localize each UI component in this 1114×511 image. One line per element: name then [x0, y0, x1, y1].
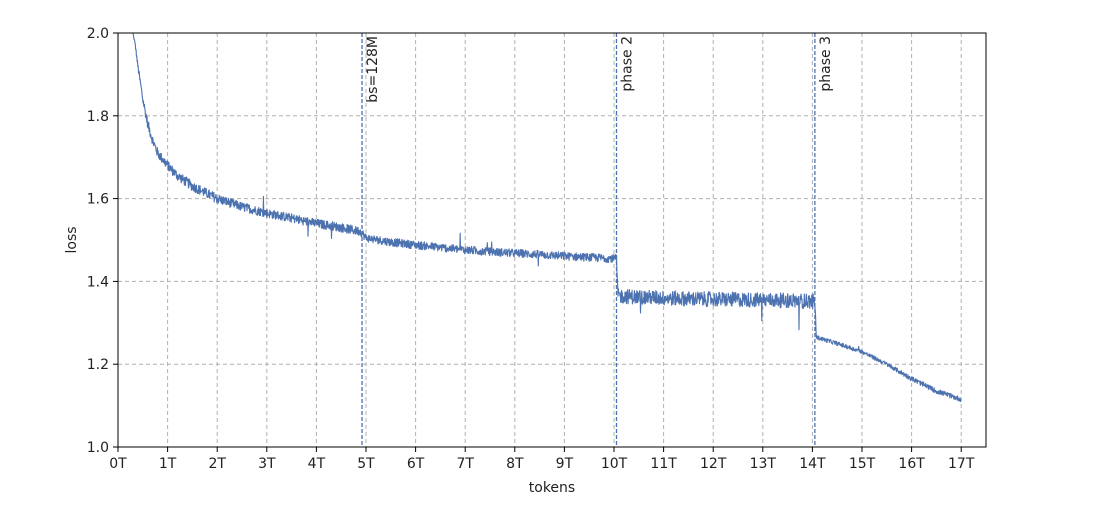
x-tick-label: 0T	[109, 456, 127, 472]
x-tick-label: 5T	[357, 456, 375, 472]
plot-frame	[117, 32, 987, 448]
x-tick-label: 16T	[898, 456, 925, 472]
grid	[117, 32, 986, 448]
y-tick-label: 1.6	[87, 192, 109, 208]
x-tick-label: 15T	[849, 456, 876, 472]
y-tick-label: 2.0	[87, 26, 109, 42]
x-tick-label: 17T	[948, 456, 975, 472]
x-tick-label: 7T	[456, 456, 474, 472]
y-tick-label: 1.0	[87, 440, 109, 456]
x-tick-label: 6T	[407, 456, 425, 472]
x-tick-label: 1T	[159, 456, 177, 472]
x-tick-label: 12T	[700, 456, 727, 472]
x-tick-label: 8T	[506, 456, 524, 472]
y-tick-label: 1.4	[87, 274, 109, 290]
series-layer	[132, 32, 962, 403]
annotation-lines: bs=128M phase 2 phase 3	[361, 33, 834, 447]
loss-series-line	[132, 32, 962, 403]
x-tick-label: 4T	[308, 456, 326, 472]
x-axis-label: tokens	[529, 480, 575, 496]
x-tick-label: 14T	[799, 456, 826, 472]
x-tick-label: 2T	[208, 456, 226, 472]
x-tick-label: 11T	[650, 456, 677, 472]
x-tick-label: 9T	[556, 456, 574, 472]
phase-marker-label: bs=128M	[365, 36, 381, 103]
ticks: 0T 1T 2T 3T 4T 5T 6T 7T 8T 9T 10T 11T 12T 13T 14T 15T 16…	[87, 26, 975, 472]
y-axis-label: loss	[64, 226, 80, 253]
x-tick-label: 3T	[258, 456, 276, 472]
x-tick-label: 10T	[601, 456, 628, 472]
x-tick-label: 13T	[750, 456, 777, 472]
phase-marker-label: phase 2	[619, 36, 635, 92]
phase-marker-label: phase 3	[818, 36, 834, 92]
y-tick-label: 1.8	[87, 109, 109, 125]
y-tick-label: 1.2	[87, 357, 109, 373]
